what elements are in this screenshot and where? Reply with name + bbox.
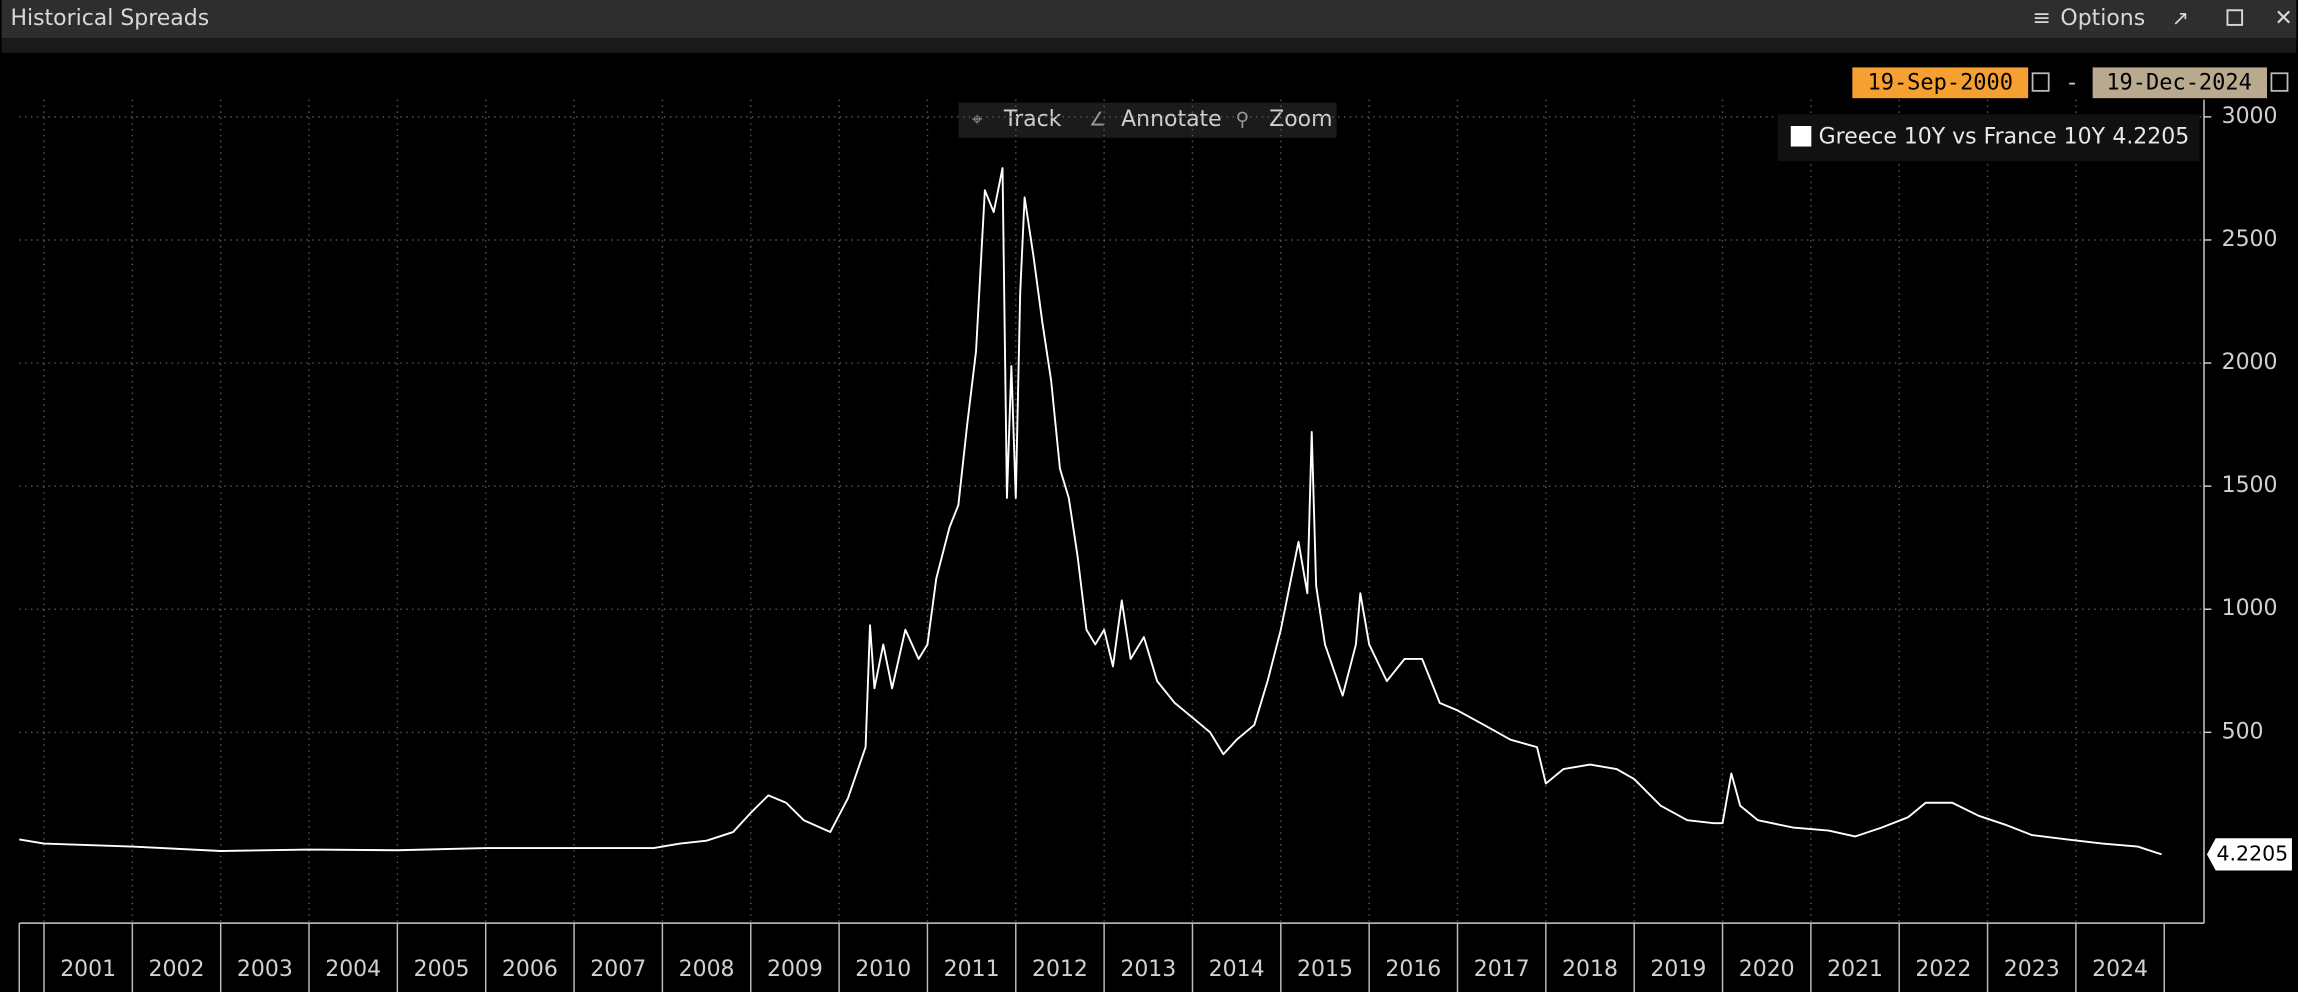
x-tick-label: 2012 (1032, 957, 1088, 982)
x-tick-label: 2007 (590, 957, 646, 982)
y-tick-label: 2500 (2222, 227, 2278, 252)
toolbar (958, 102, 1337, 138)
x-tick-label: 2005 (414, 957, 470, 982)
x-tick-label: 2008 (679, 957, 735, 982)
title-bar-strip (1, 38, 2297, 53)
track-icon: ⌖ (972, 109, 983, 131)
x-tick-label: 2024 (2092, 957, 2148, 982)
y-tick-label: 3000 (2222, 104, 2278, 129)
end-date: 19-Dec-2024 (2106, 71, 2251, 96)
y-tick-label: 500 (2222, 719, 2264, 744)
x-tick-label: 2019 (1650, 957, 1706, 982)
close-button[interactable]: ✕ (2274, 6, 2292, 31)
start-date: 19-Sep-2000 (1868, 71, 2014, 96)
zoom-button[interactable]: Zoom (1269, 107, 1332, 132)
legend-swatch (1790, 126, 1812, 147)
x-tick-label: 2013 (1120, 957, 1176, 982)
options-menu[interactable]: Options (2060, 6, 2145, 31)
x-tick-label: 2014 (1209, 957, 1265, 982)
annotate-icon: ∠ (1089, 109, 1106, 131)
x-tick-label: 2004 (325, 957, 381, 982)
calendar-icon[interactable] (2270, 72, 2289, 92)
x-tick-label: 2006 (502, 957, 558, 982)
x-tick-label: 2011 (944, 957, 1000, 982)
x-tick-label: 2023 (2004, 957, 2060, 982)
y-tick-label: 2000 (2222, 350, 2278, 375)
last-value-tag (2206, 838, 2292, 871)
x-tick-label: 2002 (149, 957, 205, 982)
menu-icon: ≡ (2033, 6, 2051, 31)
x-tick-label: 2017 (1474, 957, 1530, 982)
x-tick-label: 2022 (1915, 957, 1971, 982)
legend-series-name: Greece 10Y vs France 10Y (1819, 125, 2106, 150)
legend-label: Greece 10Y vs France 10Y 4.2205 (1819, 125, 2190, 150)
annotate-button[interactable]: Annotate (1121, 107, 1222, 132)
legend-box (1777, 114, 2200, 162)
maximize-button[interactable] (2226, 9, 2244, 26)
start-date-box[interactable] (1852, 67, 2029, 99)
series-line (19, 167, 2162, 856)
popout-button[interactable]: ↗ (2172, 6, 2189, 30)
x-tick-label: 2016 (1385, 957, 1441, 982)
title-bar (1, 0, 2297, 39)
date-separator: - (2068, 71, 2076, 96)
x-tick-label: 2010 (855, 957, 911, 982)
last-value-label: 4.2205 (2216, 841, 2288, 865)
x-tick-label: 2003 (237, 957, 293, 982)
x-tick-label: 2020 (1739, 957, 1795, 982)
end-date-box[interactable] (2092, 67, 2268, 99)
calendar-icon[interactable] (2031, 72, 2050, 92)
x-tick-label: 2018 (1562, 957, 1618, 982)
y-tick-label: 1500 (2222, 473, 2278, 498)
legend-last-value: 4.2205 (2112, 125, 2189, 150)
x-tick-label: 2001 (60, 957, 116, 982)
x-tick-label: 2015 (1297, 957, 1353, 982)
zoom-icon: ⚲ (1235, 109, 1249, 131)
track-button[interactable]: Track (1003, 107, 1062, 132)
window-title: Historical Spreads (10, 6, 209, 31)
x-tick-label: 2021 (1827, 957, 1883, 982)
y-tick-label: 1000 (2222, 596, 2278, 621)
x-tick-label: 2009 (767, 957, 823, 982)
